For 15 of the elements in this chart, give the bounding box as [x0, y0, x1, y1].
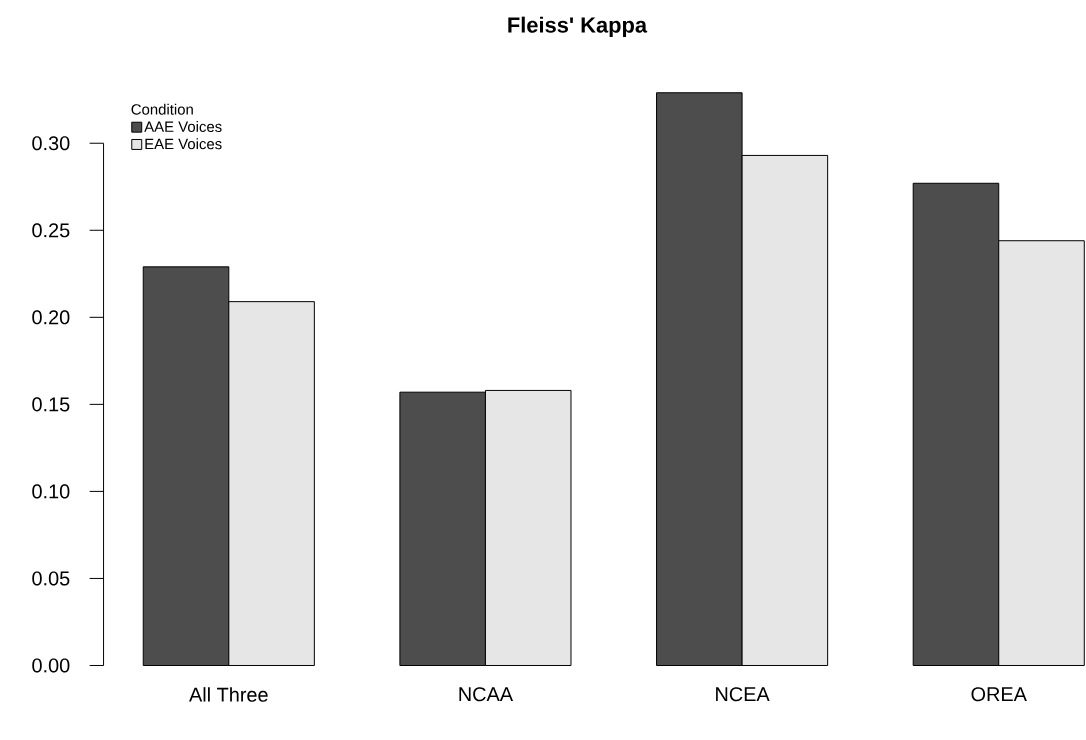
- x-tick-label: All Three: [189, 687, 268, 702]
- legend-label: AAE Voices: [144, 121, 222, 132]
- y-tick-label: 0.25: [32, 223, 70, 238]
- y-tick-label: 0.10: [32, 484, 70, 499]
- legend-title: Condition: [131, 103, 193, 115]
- x-tick-label: NCAA: [459, 687, 514, 702]
- y-tick-label: 0.30: [32, 136, 70, 151]
- legend-label: EAE Voices: [145, 138, 222, 150]
- y-tick-label: 0.00: [32, 658, 70, 673]
- y-tick-label: 0.15: [32, 397, 70, 412]
- x-tick-label: OREA: [971, 687, 1027, 702]
- x-tick-label: NCEA: [716, 687, 770, 702]
- y-tick-label: 0.20: [32, 310, 70, 325]
- y-tick-label: 0.05: [32, 571, 70, 586]
- chart-title: Fleiss' Kappa: [508, 16, 648, 37]
